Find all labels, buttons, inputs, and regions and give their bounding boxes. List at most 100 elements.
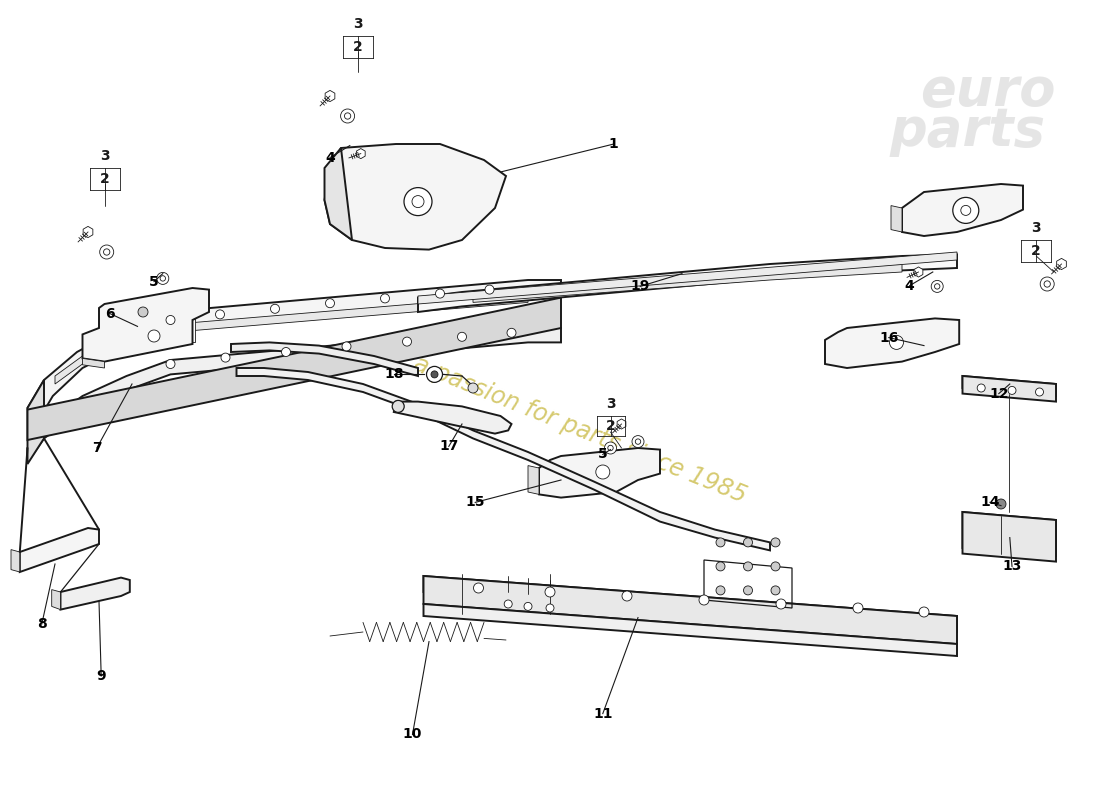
Polygon shape — [11, 550, 20, 572]
Text: 2: 2 — [1032, 244, 1041, 258]
Polygon shape — [473, 264, 902, 302]
Circle shape — [342, 342, 351, 351]
Polygon shape — [141, 322, 167, 348]
Circle shape — [716, 538, 725, 547]
Text: euro: euro — [920, 65, 1056, 117]
Text: 14: 14 — [980, 495, 1000, 510]
Text: a passion for parts since 1985: a passion for parts since 1985 — [410, 352, 750, 508]
Text: 13: 13 — [1002, 559, 1022, 574]
Circle shape — [157, 272, 168, 284]
Text: 5: 5 — [598, 447, 607, 462]
Polygon shape — [424, 604, 957, 656]
Circle shape — [436, 289, 444, 298]
Circle shape — [918, 607, 930, 617]
Polygon shape — [55, 294, 528, 384]
Polygon shape — [825, 318, 959, 368]
Circle shape — [953, 198, 979, 223]
Polygon shape — [28, 298, 561, 440]
Circle shape — [605, 442, 616, 454]
Polygon shape — [28, 328, 561, 462]
Circle shape — [771, 562, 780, 571]
Polygon shape — [60, 578, 130, 610]
Text: 17: 17 — [439, 439, 459, 454]
Circle shape — [544, 587, 556, 597]
Circle shape — [326, 298, 334, 308]
Text: 3: 3 — [100, 149, 109, 163]
Text: 6: 6 — [106, 306, 114, 321]
Text: 4: 4 — [905, 278, 914, 293]
Circle shape — [504, 600, 513, 608]
Text: 9: 9 — [97, 669, 106, 683]
Polygon shape — [962, 376, 1056, 396]
Circle shape — [771, 586, 780, 595]
Polygon shape — [914, 267, 923, 277]
Circle shape — [716, 586, 725, 595]
Text: 2: 2 — [353, 40, 362, 54]
Polygon shape — [902, 184, 1023, 236]
Text: parts: parts — [890, 105, 1046, 157]
Polygon shape — [231, 342, 418, 376]
Circle shape — [166, 359, 175, 369]
Polygon shape — [1057, 258, 1066, 270]
Circle shape — [890, 335, 903, 350]
Circle shape — [621, 591, 632, 601]
Circle shape — [596, 465, 609, 479]
Polygon shape — [82, 358, 104, 368]
Circle shape — [427, 366, 442, 382]
Polygon shape — [52, 590, 60, 610]
Text: 11: 11 — [593, 706, 613, 721]
Polygon shape — [168, 317, 195, 342]
Circle shape — [632, 435, 644, 448]
Circle shape — [468, 383, 478, 393]
Text: 19: 19 — [630, 279, 650, 294]
Polygon shape — [962, 376, 1056, 402]
Circle shape — [458, 332, 466, 342]
Circle shape — [403, 337, 411, 346]
Text: 5: 5 — [150, 274, 158, 289]
Circle shape — [776, 599, 786, 609]
Circle shape — [996, 499, 1006, 509]
Circle shape — [1008, 386, 1016, 394]
Polygon shape — [84, 226, 92, 238]
Circle shape — [1035, 388, 1044, 396]
Circle shape — [216, 310, 224, 319]
Circle shape — [977, 384, 986, 392]
Text: 3: 3 — [1032, 221, 1041, 235]
Text: 2: 2 — [100, 172, 109, 186]
Circle shape — [404, 188, 432, 215]
Polygon shape — [424, 576, 957, 644]
Circle shape — [771, 538, 780, 547]
Polygon shape — [324, 148, 352, 240]
Polygon shape — [962, 512, 1056, 562]
Circle shape — [393, 400, 404, 413]
Text: 3: 3 — [606, 397, 615, 411]
Circle shape — [341, 109, 354, 123]
Polygon shape — [394, 402, 512, 434]
Circle shape — [507, 328, 516, 338]
Circle shape — [744, 538, 752, 547]
Circle shape — [852, 603, 864, 613]
Circle shape — [473, 583, 484, 593]
Text: 8: 8 — [37, 617, 46, 631]
Circle shape — [148, 330, 159, 342]
Polygon shape — [539, 448, 660, 498]
Polygon shape — [528, 466, 539, 494]
Text: 7: 7 — [92, 441, 101, 455]
Polygon shape — [324, 144, 506, 250]
Polygon shape — [20, 528, 99, 572]
Text: 2: 2 — [606, 419, 615, 433]
Polygon shape — [28, 280, 561, 424]
Circle shape — [1041, 277, 1054, 291]
Circle shape — [932, 280, 943, 292]
Circle shape — [546, 604, 554, 612]
Text: 10: 10 — [403, 727, 422, 742]
Polygon shape — [418, 254, 957, 312]
Polygon shape — [236, 368, 770, 550]
Polygon shape — [891, 206, 902, 232]
Circle shape — [716, 562, 725, 571]
Text: 4: 4 — [326, 150, 334, 165]
Circle shape — [282, 347, 290, 357]
Polygon shape — [418, 252, 957, 304]
Circle shape — [744, 586, 752, 595]
Circle shape — [221, 353, 230, 362]
